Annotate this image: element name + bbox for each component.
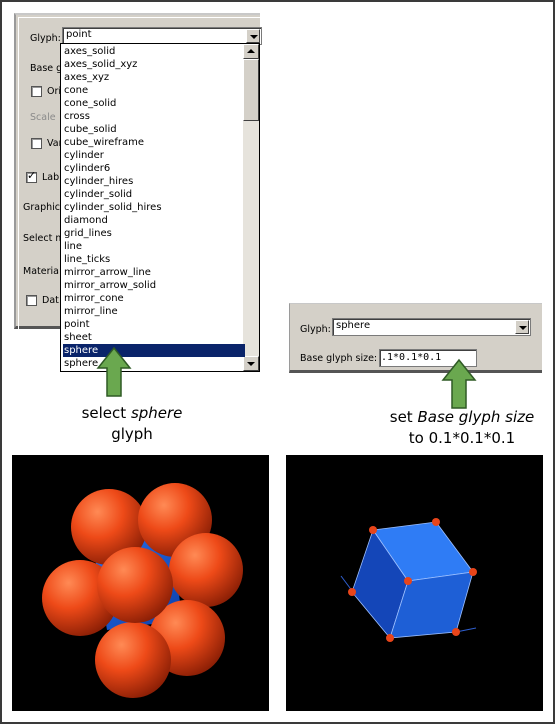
vertex-sphere	[369, 526, 377, 534]
variable-label: Var	[47, 138, 63, 149]
caption-set-base-size: set Base glyph size to 0.1*0.1*0.1	[362, 407, 555, 449]
dropdown-item[interactable]: cone_solid	[64, 98, 117, 109]
check-icon: ✓	[27, 169, 37, 182]
glyph-combo-value: point	[66, 29, 92, 40]
dropdown-item[interactable]: axes_solid_xyz	[64, 59, 138, 70]
dropdown-item[interactable]: sphere	[64, 358, 99, 369]
caption-right-em: Base glyph size	[417, 408, 535, 426]
sphere-glyph	[97, 547, 173, 623]
scroll-thumb[interactable]	[243, 59, 259, 121]
base-glyph-label: Base g	[30, 63, 63, 74]
glyph-label: Glyph:	[30, 33, 61, 44]
material-label: Materia	[23, 266, 59, 277]
glyph-combo-right[interactable]: sphere	[332, 318, 531, 336]
glyph-label-right: Glyph:	[300, 324, 331, 335]
pointer-arrow-left	[96, 346, 132, 397]
sphere-glyph	[95, 622, 171, 698]
dropdown-item[interactable]: cylinder6	[64, 163, 111, 174]
label-field-label: Lab	[42, 172, 60, 183]
dropdown-item[interactable]: grid_lines	[64, 228, 112, 239]
vertex-sphere	[348, 588, 356, 596]
dropdown-item[interactable]: line	[64, 241, 83, 252]
panel-inner	[18, 17, 262, 329]
caption-left-em: sphere	[130, 404, 183, 422]
graphics-label: Graphic	[23, 202, 61, 213]
glyph-combo[interactable]: point	[62, 27, 262, 45]
dropdown-item[interactable]: cube_wireframe	[64, 137, 144, 148]
dropdown-item[interactable]: cone	[64, 85, 89, 96]
glyph-combo-right-value: sphere	[336, 320, 371, 331]
orientation-label: Ori	[47, 86, 62, 97]
scale-label: Scale	[30, 112, 56, 123]
vertex-sphere	[469, 568, 477, 576]
dropdown-item[interactable]: mirror_line	[64, 306, 118, 317]
dropdown-item[interactable]: axes_xyz	[64, 72, 110, 83]
dropdown-item[interactable]: mirror_cone	[64, 293, 124, 304]
dropdown-item[interactable]: cube_solid	[64, 124, 117, 135]
dropdown-item[interactable]: mirror_arrow_line	[64, 267, 151, 278]
vertex-sphere	[432, 518, 440, 526]
scroll-down-icon[interactable]	[243, 356, 259, 371]
dropdown-item[interactable]: sphere	[63, 344, 245, 357]
sphere-glyph	[169, 533, 243, 607]
dropdown-scrollbar[interactable]	[243, 44, 259, 371]
chevron-down-icon[interactable]	[515, 320, 529, 334]
dropdown-item[interactable]: axes_solid	[64, 46, 116, 57]
vertex-sphere	[404, 577, 412, 585]
sphere-glyph	[71, 489, 147, 565]
dropdown-item[interactable]: cross	[64, 111, 90, 122]
dropdown-item[interactable]: cylinder_solid	[64, 189, 133, 200]
caption-right-suffix: to 0.1*0.1*0.1	[408, 429, 516, 447]
dropdown-item[interactable]: cylinder_hires	[64, 176, 134, 187]
select-mode-label: Select m	[23, 233, 65, 244]
scroll-up-icon[interactable]	[243, 44, 259, 59]
caption-left-prefix: select	[81, 404, 131, 422]
dropdown-item[interactable]: sheet	[64, 332, 92, 343]
base-glyph-size-label: Base glyph size:	[300, 353, 378, 364]
cube-glyph-render	[286, 455, 543, 711]
vertex-sphere	[386, 634, 394, 642]
dropdown-item[interactable]: mirror_arrow_solid	[64, 280, 157, 291]
sphere-glyph-render	[12, 455, 269, 711]
data-checkbox[interactable]	[26, 295, 37, 306]
caption-select-sphere: select sphere glyph	[62, 403, 202, 445]
chevron-down-icon[interactable]	[246, 29, 260, 43]
dropdown-item[interactable]: point	[64, 319, 90, 330]
base-glyph-size-input[interactable]: .1*0.1*0.1	[379, 349, 477, 367]
orientation-checkbox[interactable]	[31, 86, 42, 97]
caption-left-suffix: glyph	[111, 425, 153, 443]
dropdown-item[interactable]: cylinder	[64, 150, 104, 161]
variable-checkbox[interactable]	[31, 138, 42, 149]
glyph-size-panel: Glyph: sphere Base glyph size: .1*0.1*0.…	[289, 303, 542, 373]
dropdown-item[interactable]: cylinder_solid_hires	[64, 202, 162, 213]
pointer-arrow-right	[441, 358, 477, 409]
dropdown-item[interactable]: line_ticks	[64, 254, 111, 265]
caption-right-prefix: set	[389, 408, 418, 426]
data-label: Dat	[42, 295, 59, 306]
vertex-sphere	[452, 628, 460, 636]
label-checkbox[interactable]: ✓	[26, 169, 37, 183]
dropdown-item[interactable]: diamond	[64, 215, 108, 226]
